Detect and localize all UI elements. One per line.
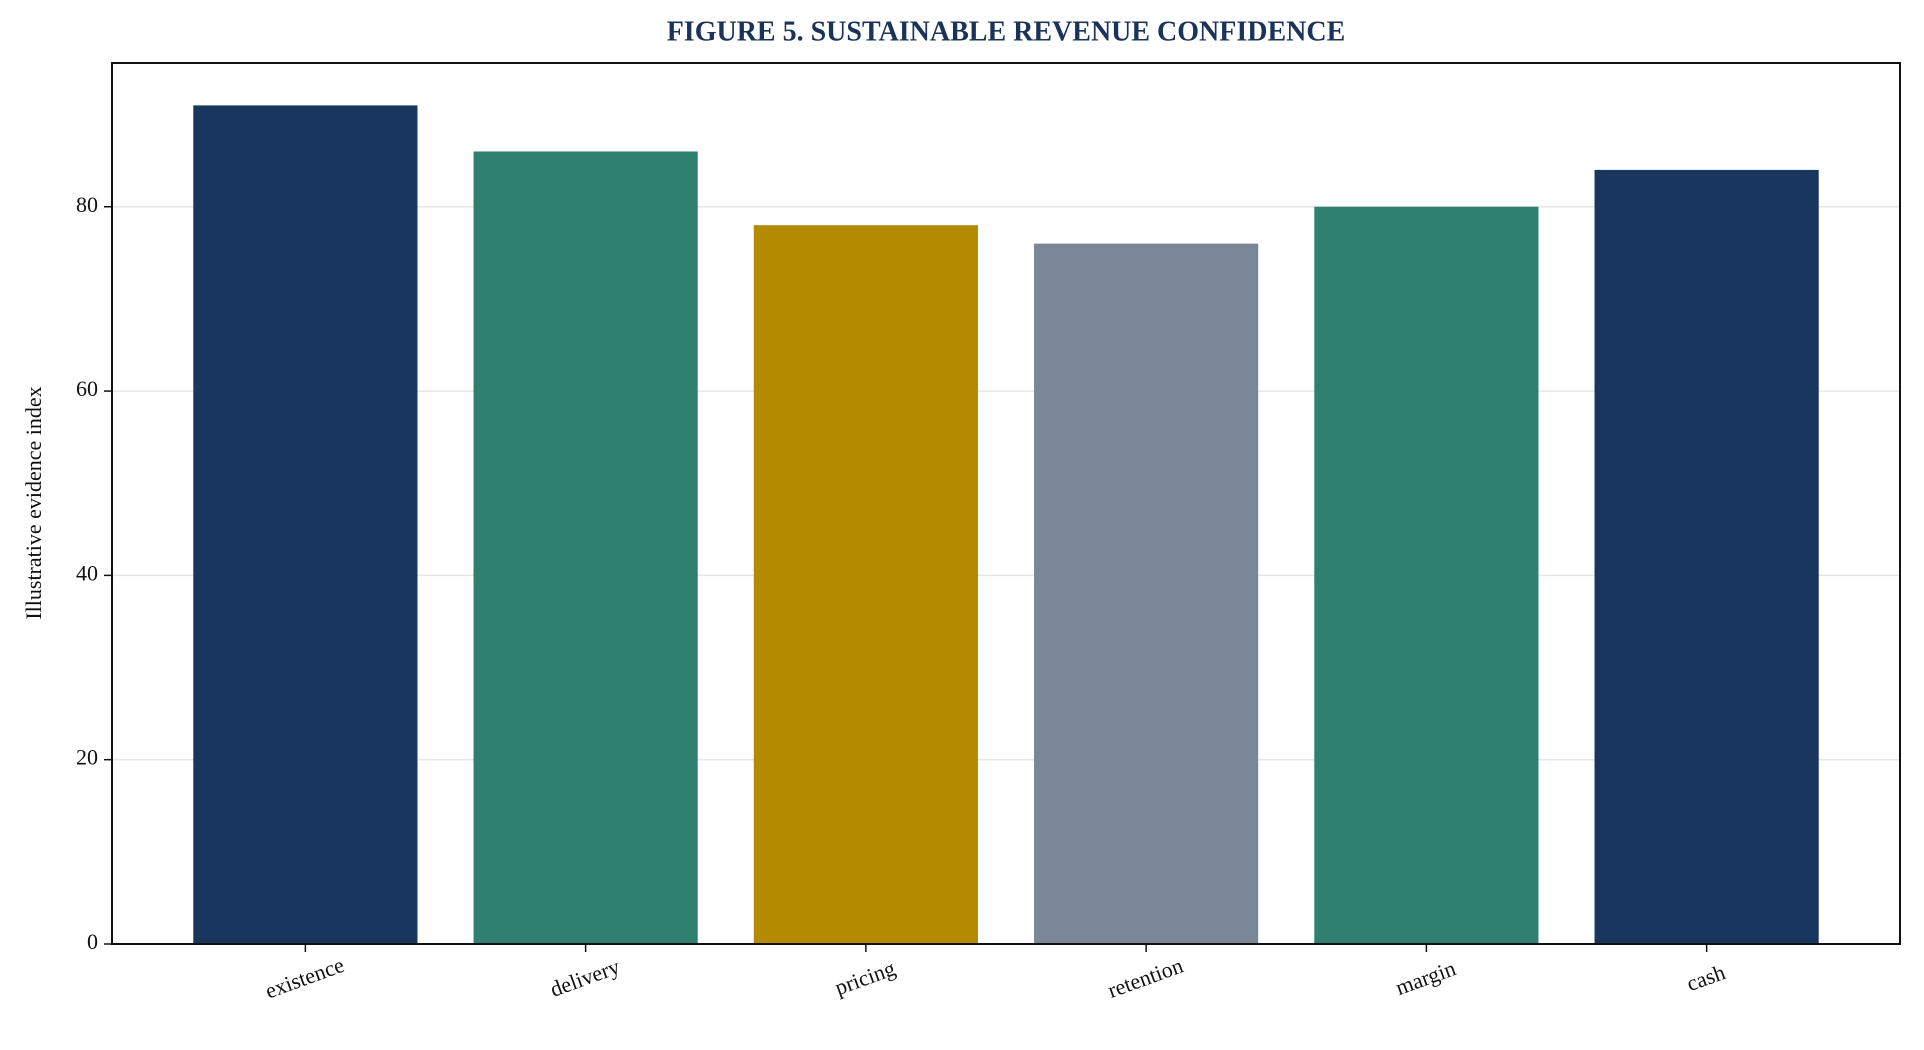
bar [1314,206,1539,945]
y-axis-label: Illustrative evidence index [21,386,46,619]
x-tick-label: delivery [547,954,623,1002]
bar [473,151,698,944]
chart-title: FIGURE 5. SUSTAINABLE REVENUE CONFIDENCE [667,16,1346,47]
bar [193,105,418,944]
x-tick-label: cash [1683,959,1728,996]
x-tick-label: existence [262,952,347,1003]
bar [1594,169,1819,944]
y-tick-label: 80 [76,192,98,217]
bar [1034,243,1259,945]
y-tick-label: 40 [76,560,98,585]
x-tick-label: margin [1392,955,1459,1000]
bar [753,225,978,944]
y-tick-label: 20 [76,745,98,770]
x-tick-label: retention [1104,953,1186,1003]
plot-frame [111,62,1901,945]
y-tick-label: 60 [76,376,98,401]
x-tick-label: pricing [831,955,898,1000]
y-tick-label: 0 [87,929,98,954]
